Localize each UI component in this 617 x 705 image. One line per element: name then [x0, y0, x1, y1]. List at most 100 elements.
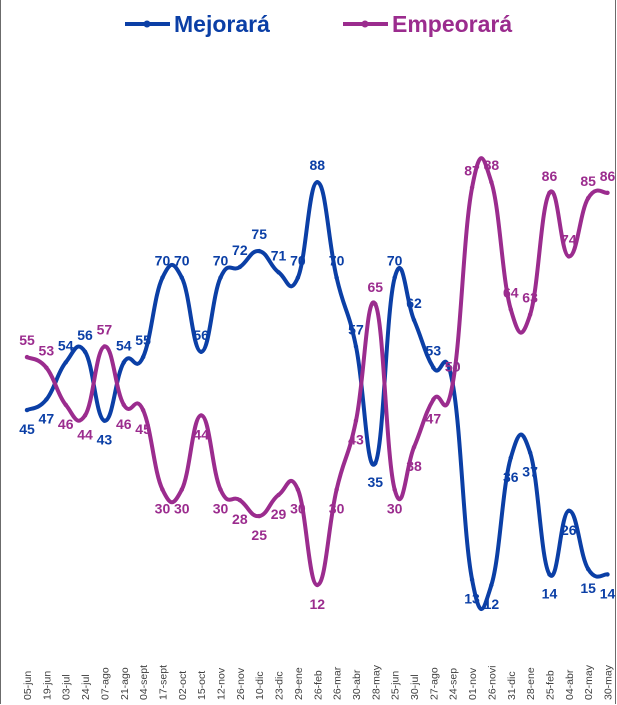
- data-point: [566, 508, 571, 513]
- x-tick-label: 26-feb: [312, 670, 324, 700]
- data-point: [257, 248, 262, 254]
- x-axis-tick-labels: 05-jun 19-jun 03-jul 24-jul 07-ago 21-ago 04-s…: [22, 664, 615, 700]
- data-point: [450, 381, 455, 386]
- data-label: 45: [135, 421, 151, 437]
- data-point: [489, 180, 494, 185]
- data-label: 54: [58, 337, 74, 353]
- data-point: [527, 450, 533, 455]
- series-line-empeorara: [26, 156, 609, 587]
- data-label: 50: [445, 359, 461, 375]
- data-point: [392, 487, 397, 492]
- data-label: 36: [503, 469, 519, 485]
- data-point: [160, 487, 165, 492]
- data-point: [585, 566, 591, 572]
- data-label: 28: [232, 511, 248, 527]
- data-point: [24, 407, 30, 413]
- data-label: 30: [155, 501, 171, 517]
- data-point: [547, 572, 552, 577]
- data-label: 86: [542, 168, 558, 184]
- data-label: 87: [464, 163, 480, 179]
- data-point: [140, 407, 146, 413]
- data-label: 25: [251, 527, 267, 543]
- data-label: 30: [213, 501, 229, 517]
- x-tick-label: 04-sept: [138, 665, 150, 700]
- data-label: 70: [387, 253, 403, 269]
- data-label: 57: [348, 322, 364, 338]
- x-tick-label: 24-sep: [448, 668, 460, 700]
- data-point: [24, 354, 30, 360]
- data-point: [334, 275, 339, 280]
- x-tick-label: 05-jun: [22, 671, 34, 700]
- x-tick-label: 31-dic: [506, 671, 518, 700]
- x-tick-label: 03-jul: [61, 674, 73, 700]
- data-label: 72: [232, 242, 248, 258]
- data-label: 14: [542, 585, 558, 601]
- x-tick-label: 28-ene: [525, 667, 537, 700]
- x-tick-label: 23-dic: [274, 671, 286, 700]
- data-label: 63: [522, 290, 538, 306]
- legend: Mejorará Empeorará: [125, 11, 512, 37]
- data-point: [179, 487, 184, 492]
- data-label: 56: [77, 327, 93, 343]
- x-tick-label: 10-dic: [254, 671, 266, 700]
- data-point: [276, 492, 281, 498]
- data-label: 71: [271, 247, 287, 263]
- data-point: [373, 460, 378, 466]
- data-point: [585, 195, 591, 201]
- data-point: [295, 275, 301, 280]
- data-point: [102, 344, 107, 349]
- x-tick-label: 26-nov: [235, 667, 247, 700]
- x-tick-label: 02-may: [583, 664, 595, 700]
- data-point: [469, 185, 475, 190]
- data-label: 56: [193, 327, 209, 343]
- x-tick-label: 27-ago: [428, 667, 440, 700]
- data-label: 14: [600, 585, 616, 601]
- data-label: 45: [19, 421, 35, 437]
- data-point: [605, 572, 610, 577]
- data-point: [237, 264, 243, 270]
- data-label: 30: [174, 501, 190, 517]
- x-tick-label: 07-ago: [99, 667, 111, 700]
- data-point: [63, 402, 68, 407]
- data-point: [295, 487, 301, 492]
- data-label: 88: [484, 157, 500, 173]
- data-label: 88: [309, 157, 325, 173]
- data-point: [63, 360, 68, 365]
- legend-item-empeorara: Empeorará: [343, 11, 512, 37]
- data-point: [140, 354, 146, 360]
- x-tick-label: 30-jul: [409, 674, 421, 700]
- series-line-mejorara: [26, 180, 609, 612]
- data-label: 30: [387, 501, 403, 517]
- data-point: [392, 275, 397, 280]
- data-label: 75: [251, 226, 267, 242]
- x-tick-label: 30-abr: [351, 669, 363, 700]
- data-label: 43: [97, 432, 113, 448]
- data-label: 53: [39, 343, 55, 359]
- data-point: [121, 402, 126, 407]
- data-point: [566, 254, 571, 259]
- data-label: 70: [290, 253, 306, 269]
- x-tick-label: 25-feb: [544, 670, 556, 700]
- data-label: 43: [348, 432, 364, 448]
- data-point: [237, 498, 243, 503]
- data-point: [315, 582, 320, 588]
- data-point: [411, 445, 417, 450]
- data-label: 57: [97, 322, 113, 338]
- x-tick-label: 28-may: [370, 664, 382, 700]
- series-lines: [24, 156, 610, 612]
- data-label: 70: [213, 253, 229, 269]
- x-tick-label: 24-jul: [80, 674, 92, 700]
- data-label: 55: [135, 332, 151, 348]
- data-label: 30: [329, 501, 345, 517]
- x-tick-label: 25-jun: [390, 671, 402, 700]
- data-label: 85: [580, 173, 596, 189]
- data-point: [160, 275, 165, 280]
- data-point: [508, 307, 513, 312]
- data-label: 12: [484, 596, 500, 612]
- legend-label-empeorara: Empeorará: [392, 11, 512, 37]
- data-label: 53: [426, 343, 442, 359]
- data-label: 30: [290, 501, 306, 517]
- data-label: 35: [368, 474, 384, 490]
- data-label: 46: [58, 416, 74, 432]
- legend-item-mejorara: Mejorará: [125, 11, 270, 37]
